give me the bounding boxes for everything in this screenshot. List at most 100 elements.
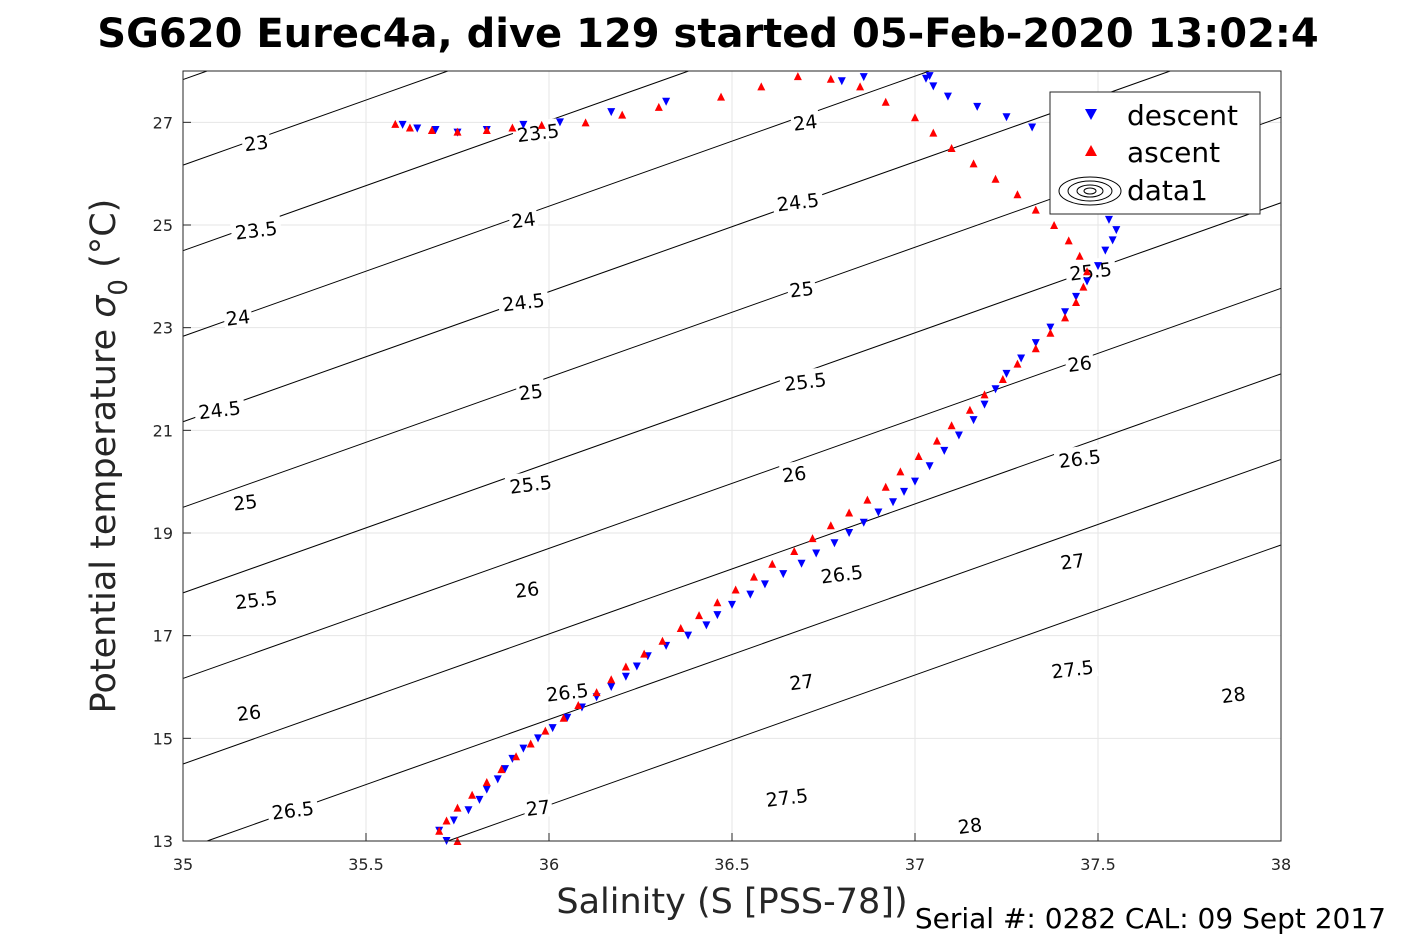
descent-point — [859, 518, 868, 527]
descent-point — [1104, 215, 1113, 224]
x-axis-label: Salinity (S [PSS-78]) — [556, 882, 907, 922]
ascent-point — [512, 752, 521, 761]
contour-label: 26.5 — [1058, 446, 1103, 473]
descent-point — [464, 806, 473, 815]
ascent-point — [911, 113, 919, 122]
descent-point — [534, 734, 543, 743]
descent-point — [1112, 226, 1121, 235]
ascent-point — [1079, 282, 1088, 291]
descent-point — [728, 600, 736, 609]
ascent-point — [1031, 344, 1040, 353]
ascent-point — [749, 572, 758, 581]
ascent-point — [1031, 205, 1040, 214]
ascent-point — [1013, 359, 1022, 368]
descent-point — [475, 795, 484, 804]
contour-label: 24 — [510, 208, 537, 233]
ascent-point — [618, 110, 627, 119]
y-tick-label: 25 — [153, 216, 173, 235]
y-tick-label: 21 — [153, 421, 173, 440]
ascent-point — [592, 688, 601, 697]
contour-label-background — [1057, 547, 1088, 573]
ascent-point — [621, 662, 630, 671]
contour-label: 26 — [781, 463, 808, 488]
contour-ellipses-icon — [1058, 176, 1122, 206]
descent-point — [1002, 369, 1011, 378]
ascent-point — [826, 74, 835, 83]
contour-label-background — [511, 575, 543, 602]
ascent-point — [896, 467, 905, 476]
y-tick-label: 15 — [153, 729, 173, 748]
serial-cal-footer: Serial #: 0282 CAL: 09 Sept 2017 — [915, 902, 1386, 935]
descent-point — [702, 621, 711, 630]
ascent-point — [453, 127, 462, 136]
contour-label: 25.5 — [1068, 259, 1113, 286]
descent-point — [632, 662, 641, 671]
contour-label: 24 — [225, 306, 252, 331]
density-contour-line — [182, 70, 208, 81]
descent-point — [1061, 308, 1070, 317]
contour-label-background — [233, 699, 264, 725]
ascent-point — [695, 611, 704, 620]
contour-label-background — [229, 215, 283, 244]
contour-label-background — [266, 795, 319, 824]
descent-point — [1072, 292, 1081, 301]
legend: descent ascent data1 — [1049, 91, 1261, 215]
descent-point — [797, 559, 806, 568]
density-contour-line — [182, 287, 1282, 679]
contour-label: 24.5 — [197, 397, 242, 424]
x-tick-label: 37.5 — [1080, 855, 1116, 874]
y-axis-label-sigma: σ — [84, 294, 124, 318]
ascent-point — [1064, 236, 1073, 245]
contour-label: 23.5 — [234, 218, 279, 245]
contour-label: 27 — [525, 796, 552, 821]
ascent-point — [845, 508, 854, 517]
ascent-point — [607, 675, 616, 684]
data-points — [391, 72, 1121, 845]
ascent-point — [790, 546, 799, 555]
y-tick-label: 17 — [153, 627, 173, 646]
ascent-point — [1013, 190, 1022, 199]
contour-label: 27.5 — [1050, 657, 1095, 684]
chart-title: SG620 Eurec4a, dive 129 started 05-Feb-2… — [97, 11, 1318, 57]
ascent-point — [808, 534, 817, 543]
ascent-point — [881, 97, 890, 106]
contour-label-background — [771, 187, 824, 215]
contour-label-background — [789, 108, 821, 134]
ascent-point — [1061, 313, 1070, 322]
legend-ascent-label: ascent — [1127, 136, 1220, 169]
contour-label-background — [778, 460, 810, 486]
descent-point — [1108, 236, 1117, 245]
contour-label-background — [1053, 443, 1106, 472]
ascent-point — [768, 559, 777, 568]
red-up-triangle-icon — [1085, 145, 1097, 156]
contour-label-background — [222, 303, 253, 329]
descent-point — [519, 120, 528, 129]
ascent-point — [863, 495, 872, 504]
descent-point — [845, 529, 854, 537]
ascent-point — [731, 585, 740, 594]
ascent-point — [1072, 298, 1081, 306]
y-axis-label-unit: (°C) — [84, 199, 124, 279]
blue-down-triangle-icon — [1085, 109, 1097, 120]
descent-point — [746, 590, 755, 599]
descent-point — [954, 431, 963, 440]
descent-point — [607, 108, 616, 117]
contour-label-background — [229, 488, 261, 514]
descent-point — [413, 124, 422, 133]
y-tick-label: 13 — [153, 832, 173, 851]
descent-point — [607, 683, 616, 691]
y-axis-ticks: 13 15 17 19 21 23 25 27 — [153, 113, 191, 851]
descent-point — [1101, 246, 1110, 255]
contour-label-background — [1218, 681, 1249, 707]
descent-point — [760, 580, 769, 589]
density-contour-line — [182, 70, 449, 166]
contour-labels: 2323.52424.52525.52626.523.52424.52525.5… — [193, 108, 1249, 839]
legend-box — [1049, 91, 1261, 215]
density-contour-line — [182, 70, 1171, 423]
contour-label-background — [815, 559, 868, 587]
y-axis-label: Potential temperature σ0 (°C) — [84, 199, 134, 714]
ascent-point — [559, 713, 568, 722]
descent-point — [431, 126, 440, 135]
descent-point — [1028, 123, 1037, 132]
y-axis-label-main: Potential temperature — [84, 318, 124, 714]
